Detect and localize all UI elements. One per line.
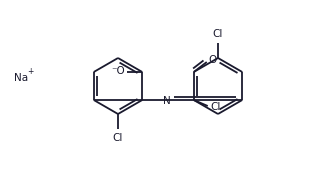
Text: Na: Na bbox=[14, 73, 28, 83]
Text: Cl: Cl bbox=[113, 133, 123, 143]
Text: Cl: Cl bbox=[213, 29, 223, 39]
Text: N: N bbox=[163, 96, 171, 106]
Text: Cl: Cl bbox=[211, 102, 221, 112]
Text: ⁻O: ⁻O bbox=[112, 66, 125, 76]
Text: +: + bbox=[27, 68, 33, 77]
Text: O: O bbox=[209, 55, 217, 65]
